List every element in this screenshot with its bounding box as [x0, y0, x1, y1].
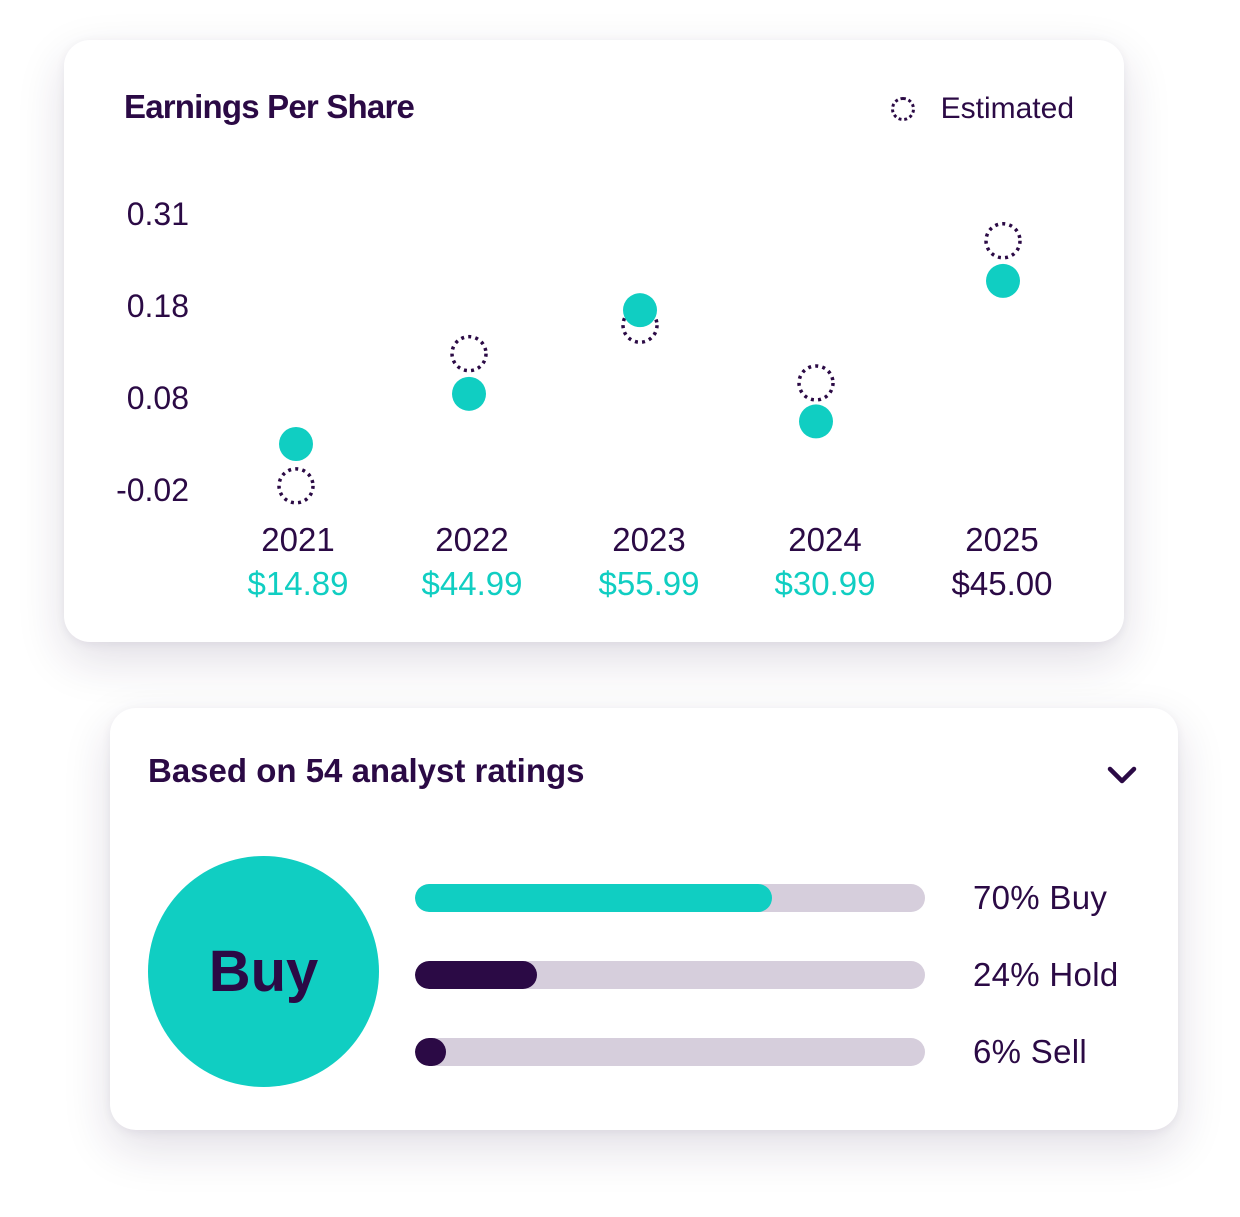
bar-fill-buy [415, 884, 772, 912]
y-tick-label: 0.31 [127, 196, 189, 232]
estimated-point [984, 222, 1022, 260]
bar-label-hold: 24% Hold [973, 956, 1119, 993]
estimated-point [277, 467, 315, 505]
price-label: $14.89 [248, 565, 349, 602]
actual-point [452, 376, 486, 411]
rating-bar-hold: 24% Hold [415, 956, 1119, 994]
bar-fill-hold [415, 961, 538, 989]
year-label: 2022 [435, 521, 508, 558]
year-label: 2025 [965, 521, 1038, 558]
dotted-circle-icon [890, 97, 915, 121]
year-label: 2023 [612, 521, 685, 558]
actual-point [799, 404, 833, 439]
estimated-point [450, 334, 488, 373]
bar-label-sell: 6% Sell [973, 1033, 1087, 1070]
price-label: $30.99 [775, 565, 876, 602]
bar-track [415, 884, 925, 912]
price-label: $55.99 [599, 565, 700, 602]
y-tick-label: 0.18 [127, 288, 189, 324]
bar-track [415, 1038, 925, 1066]
ratings-title: Based on 54 analyst ratings [148, 752, 585, 789]
eps-card: Earnings Per Share Estimated 0.31 0.18 0.0… [64, 40, 1124, 642]
legend: Estimated [890, 92, 1074, 126]
chevron-down-icon[interactable] [1102, 758, 1142, 792]
price-label: $45.00 [952, 565, 1053, 602]
rating-bar-sell: 6% Sell [415, 1033, 1087, 1071]
bar-track [415, 961, 925, 989]
bar-fill-sell [415, 1038, 446, 1066]
rating-bar-buy: 70% Buy [415, 879, 1107, 917]
year-label: 2024 [788, 521, 861, 558]
consensus-rating: Buy [208, 939, 319, 1004]
legend-label: Estimated [940, 92, 1074, 125]
actual-point [279, 427, 313, 461]
bar-label-buy: 70% Buy [973, 879, 1108, 916]
analyst-ratings-card: Based on 54 analyst ratings Buy 70% Buy … [110, 708, 1178, 1130]
y-tick-label: -0.02 [116, 472, 189, 508]
consensus-rating-badge: Buy [148, 856, 379, 1087]
eps-title: Earnings Per Share [124, 88, 415, 125]
actual-point [986, 263, 1020, 298]
actual-point [623, 293, 657, 328]
estimated-point [797, 364, 835, 402]
y-tick-label: 0.08 [127, 380, 189, 416]
eps-chart: 0.31 0.18 0.08 -0.02 2021 $14.89 2022 $44.99 202… [116, 196, 1053, 602]
price-label: $44.99 [422, 565, 523, 602]
year-label: 2021 [261, 521, 334, 558]
